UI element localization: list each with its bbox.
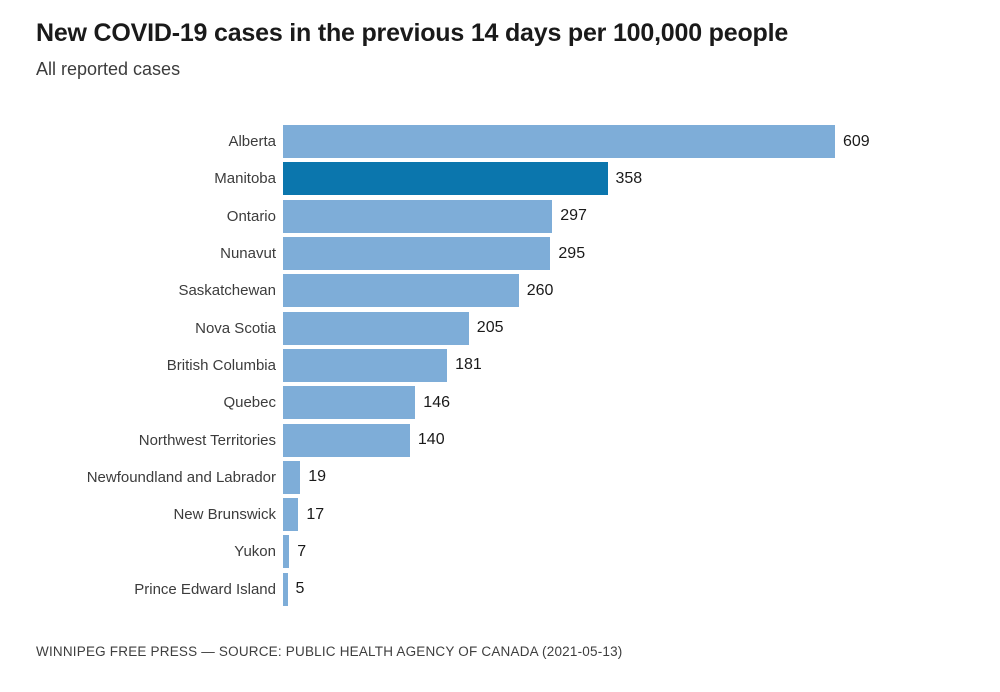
bar [283, 162, 608, 196]
bar-value: 181 [455, 356, 482, 374]
bar-label: New Brunswick [173, 506, 276, 524]
bar-value: 140 [417, 431, 445, 449]
bar-row: Manitoba 358 [36, 160, 990, 197]
bar-area: 181 [283, 348, 990, 382]
bar-row: Yukon 7 [36, 533, 990, 570]
bar-value: 295 [558, 244, 586, 262]
bar [283, 311, 469, 345]
bar-label: Newfoundland and Labrador [86, 468, 276, 486]
bar-value: 205 [476, 319, 504, 337]
bar-value: 19 [308, 468, 326, 486]
bar-value: 260 [526, 281, 554, 299]
bar-row: Quebec 146 [36, 384, 990, 421]
bar-area: 295 [283, 237, 990, 271]
bar-area: 19 [283, 460, 990, 494]
bar [283, 125, 835, 159]
bar-value: 17 [306, 505, 325, 523]
bar-label: Nova Scotia [195, 319, 276, 337]
bar-label: Northwest Territories [138, 431, 276, 449]
bar-row: New Brunswick 17 [36, 496, 990, 533]
bar-area: 609 [283, 125, 990, 159]
bar-label: Ontario [226, 207, 276, 225]
bar-value: 358 [615, 169, 643, 187]
bar-rows: Alberta 609 Manitoba 358 Ontario 297 Nun… [36, 123, 990, 608]
bar-row: Northwest Territories 140 [36, 421, 990, 458]
bar-value: 7 [297, 542, 307, 560]
bar-area: 205 [283, 311, 990, 345]
bar-value: 297 [560, 207, 587, 225]
page-subtitle: All reported cases [36, 59, 181, 79]
bar-label: Yukon [234, 543, 276, 561]
bar [283, 386, 416, 420]
page-title: New COVID-19 cases in the previous 14 da… [36, 19, 789, 47]
bar [283, 460, 301, 494]
bar [283, 498, 299, 532]
bar-row: Saskatchewan 260 [36, 272, 990, 309]
bar-chart: Alberta 609 Manitoba 358 Ontario 297 Nun… [36, 123, 990, 608]
bar [283, 535, 290, 569]
chart-header: New COVID-19 cases in the previous 14 da… [36, 18, 970, 80]
bar-value: 146 [423, 393, 450, 411]
bar-row: Newfoundland and Labrador 19 [36, 459, 990, 496]
bar-row: Ontario 297 [36, 198, 990, 235]
bar [283, 199, 553, 233]
bar-label: Quebec [223, 394, 276, 412]
bar-row: British Columbia 181 [36, 347, 990, 384]
bar-area: 5 [283, 572, 990, 606]
bar-area: 358 [283, 162, 990, 196]
bar [283, 237, 551, 271]
bar-value: 5 [295, 580, 305, 598]
source-footer: WINNIPEG FREE PRESS — SOURCE: PUBLIC HEA… [36, 644, 623, 659]
bar-row: Prince Edward Island 5 [36, 571, 990, 608]
bar-row: Nunavut 295 [36, 235, 990, 272]
bar-row: Nova Scotia 205 [36, 309, 990, 346]
bar-value: 609 [843, 132, 870, 150]
bar-label: Nunavut [220, 245, 276, 263]
bar-label: Saskatchewan [178, 282, 276, 300]
bar-area: 140 [283, 423, 990, 457]
bar-area: 7 [283, 535, 990, 569]
bar-label: Alberta [228, 133, 276, 151]
bar-area: 260 [283, 274, 990, 308]
bar-label: Manitoba [214, 170, 276, 188]
bar-label: Prince Edward Island [134, 580, 276, 598]
bar [283, 274, 519, 308]
bar-area: 146 [283, 386, 990, 420]
bar-area: 297 [283, 199, 990, 233]
bar [283, 572, 288, 606]
bar [283, 348, 448, 382]
bar-label: British Columbia [166, 356, 276, 374]
bar-row: Alberta 609 [36, 123, 990, 160]
bar [283, 423, 410, 457]
bar-area: 17 [283, 498, 990, 532]
